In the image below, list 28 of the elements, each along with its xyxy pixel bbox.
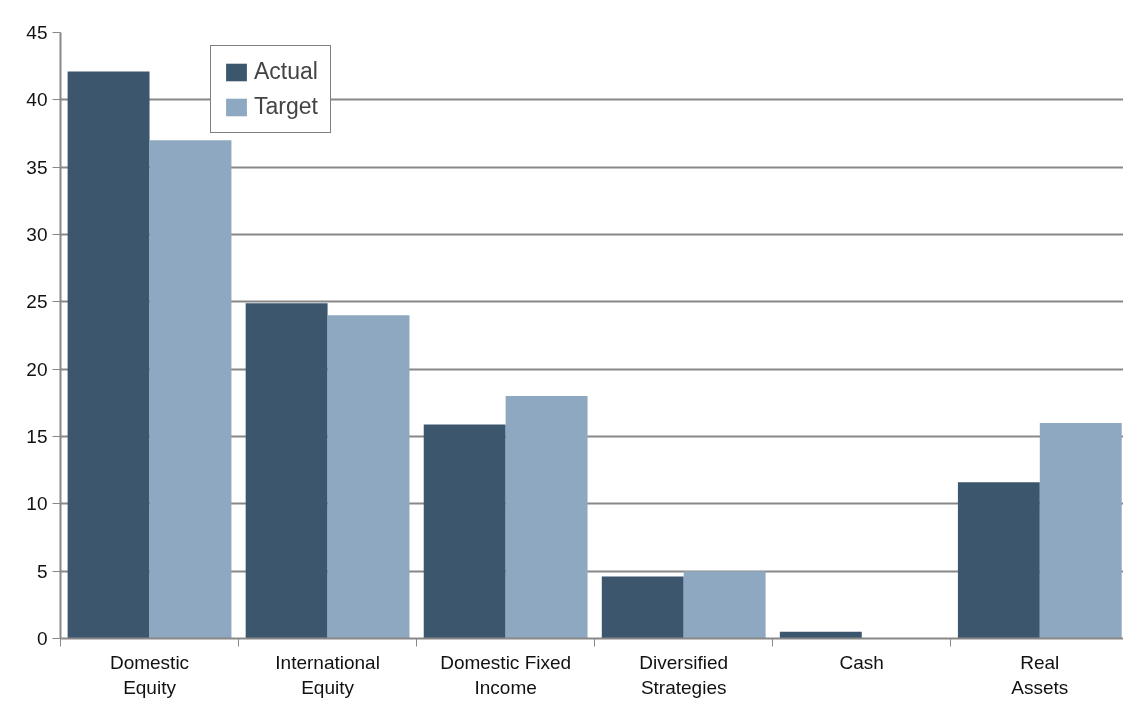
x-tick-label: International Equity [275, 651, 380, 698]
bar [423, 424, 506, 639]
x-tick-label: Real Assets [1011, 651, 1069, 698]
y-tick-label: 20 [26, 358, 48, 380]
x-tick-label: Domestic Fixed Income [440, 651, 572, 698]
y-tick-label: 35 [26, 156, 48, 178]
bar [683, 571, 766, 639]
y-tick-label: 10 [26, 493, 48, 515]
x-tick-label: Diversified Strategies [639, 651, 729, 698]
y-tick-label: 5 [36, 560, 48, 582]
legend-label: Target [254, 93, 318, 120]
bar [601, 576, 684, 639]
bar [67, 71, 150, 639]
bar [149, 140, 232, 639]
bar [957, 482, 1040, 639]
y-tick-label: 40 [26, 89, 48, 111]
bar [1039, 423, 1122, 639]
y-tick-label: 45 [26, 22, 48, 43]
x-tick-label: Cash [839, 651, 884, 673]
y-tick-label: 0 [36, 628, 48, 649]
bar [505, 396, 588, 639]
y-tick-label: 30 [26, 224, 48, 245]
bar [245, 303, 328, 639]
bar [327, 315, 410, 639]
y-tick-label: 25 [26, 291, 48, 313]
legend-label: Actual [254, 58, 318, 85]
x-tick-label: Domestic Equity [109, 651, 190, 698]
y-tick-label: 15 [26, 426, 48, 447]
